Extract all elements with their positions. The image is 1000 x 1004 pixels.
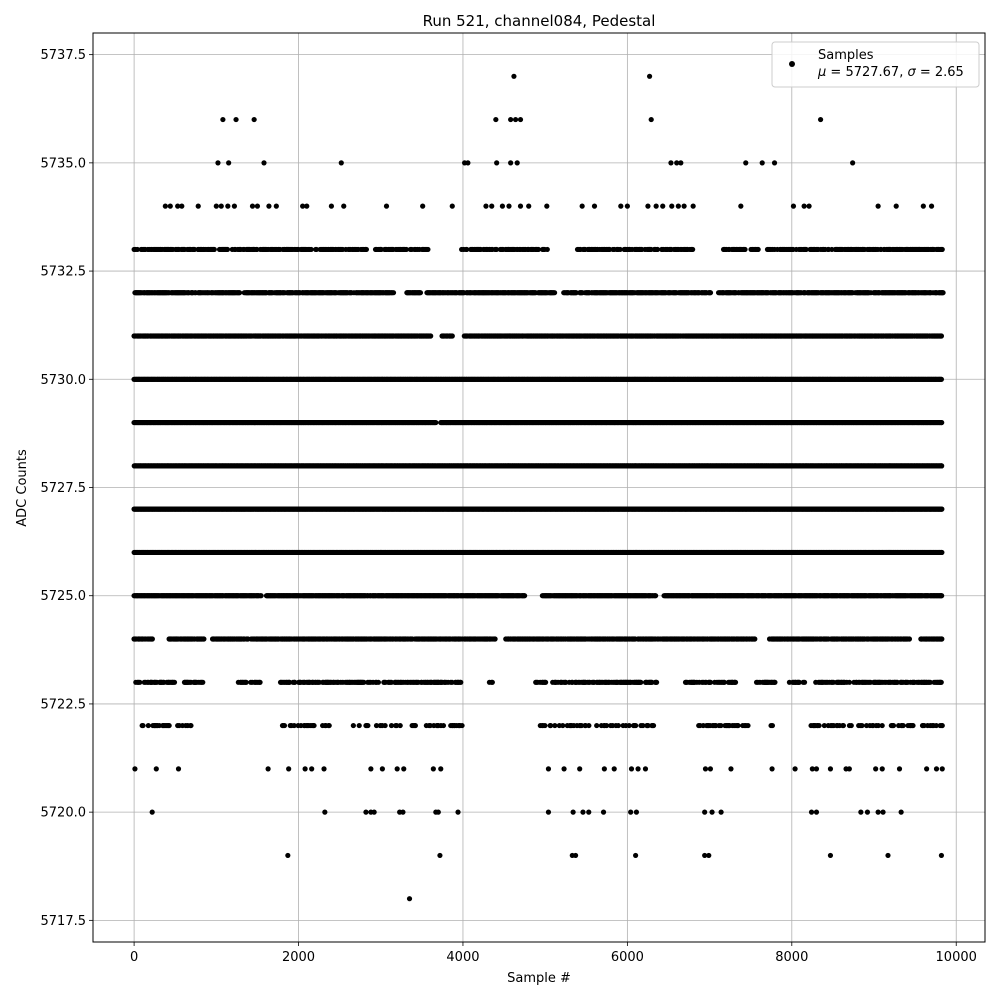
data-point bbox=[433, 420, 438, 425]
data-point bbox=[428, 333, 433, 338]
data-point bbox=[756, 247, 761, 252]
data-point bbox=[742, 247, 747, 252]
data-point bbox=[545, 247, 550, 252]
data-point bbox=[225, 247, 230, 252]
data-point bbox=[391, 290, 396, 295]
data-point bbox=[552, 290, 557, 295]
data-point bbox=[690, 247, 695, 252]
data-point bbox=[309, 247, 314, 252]
data-point bbox=[364, 247, 369, 252]
data-point bbox=[425, 247, 430, 252]
data-point bbox=[212, 247, 217, 252]
data-point bbox=[418, 290, 423, 295]
data-point bbox=[708, 290, 713, 295]
data-point bbox=[450, 333, 455, 338]
data-point bbox=[237, 290, 242, 295]
